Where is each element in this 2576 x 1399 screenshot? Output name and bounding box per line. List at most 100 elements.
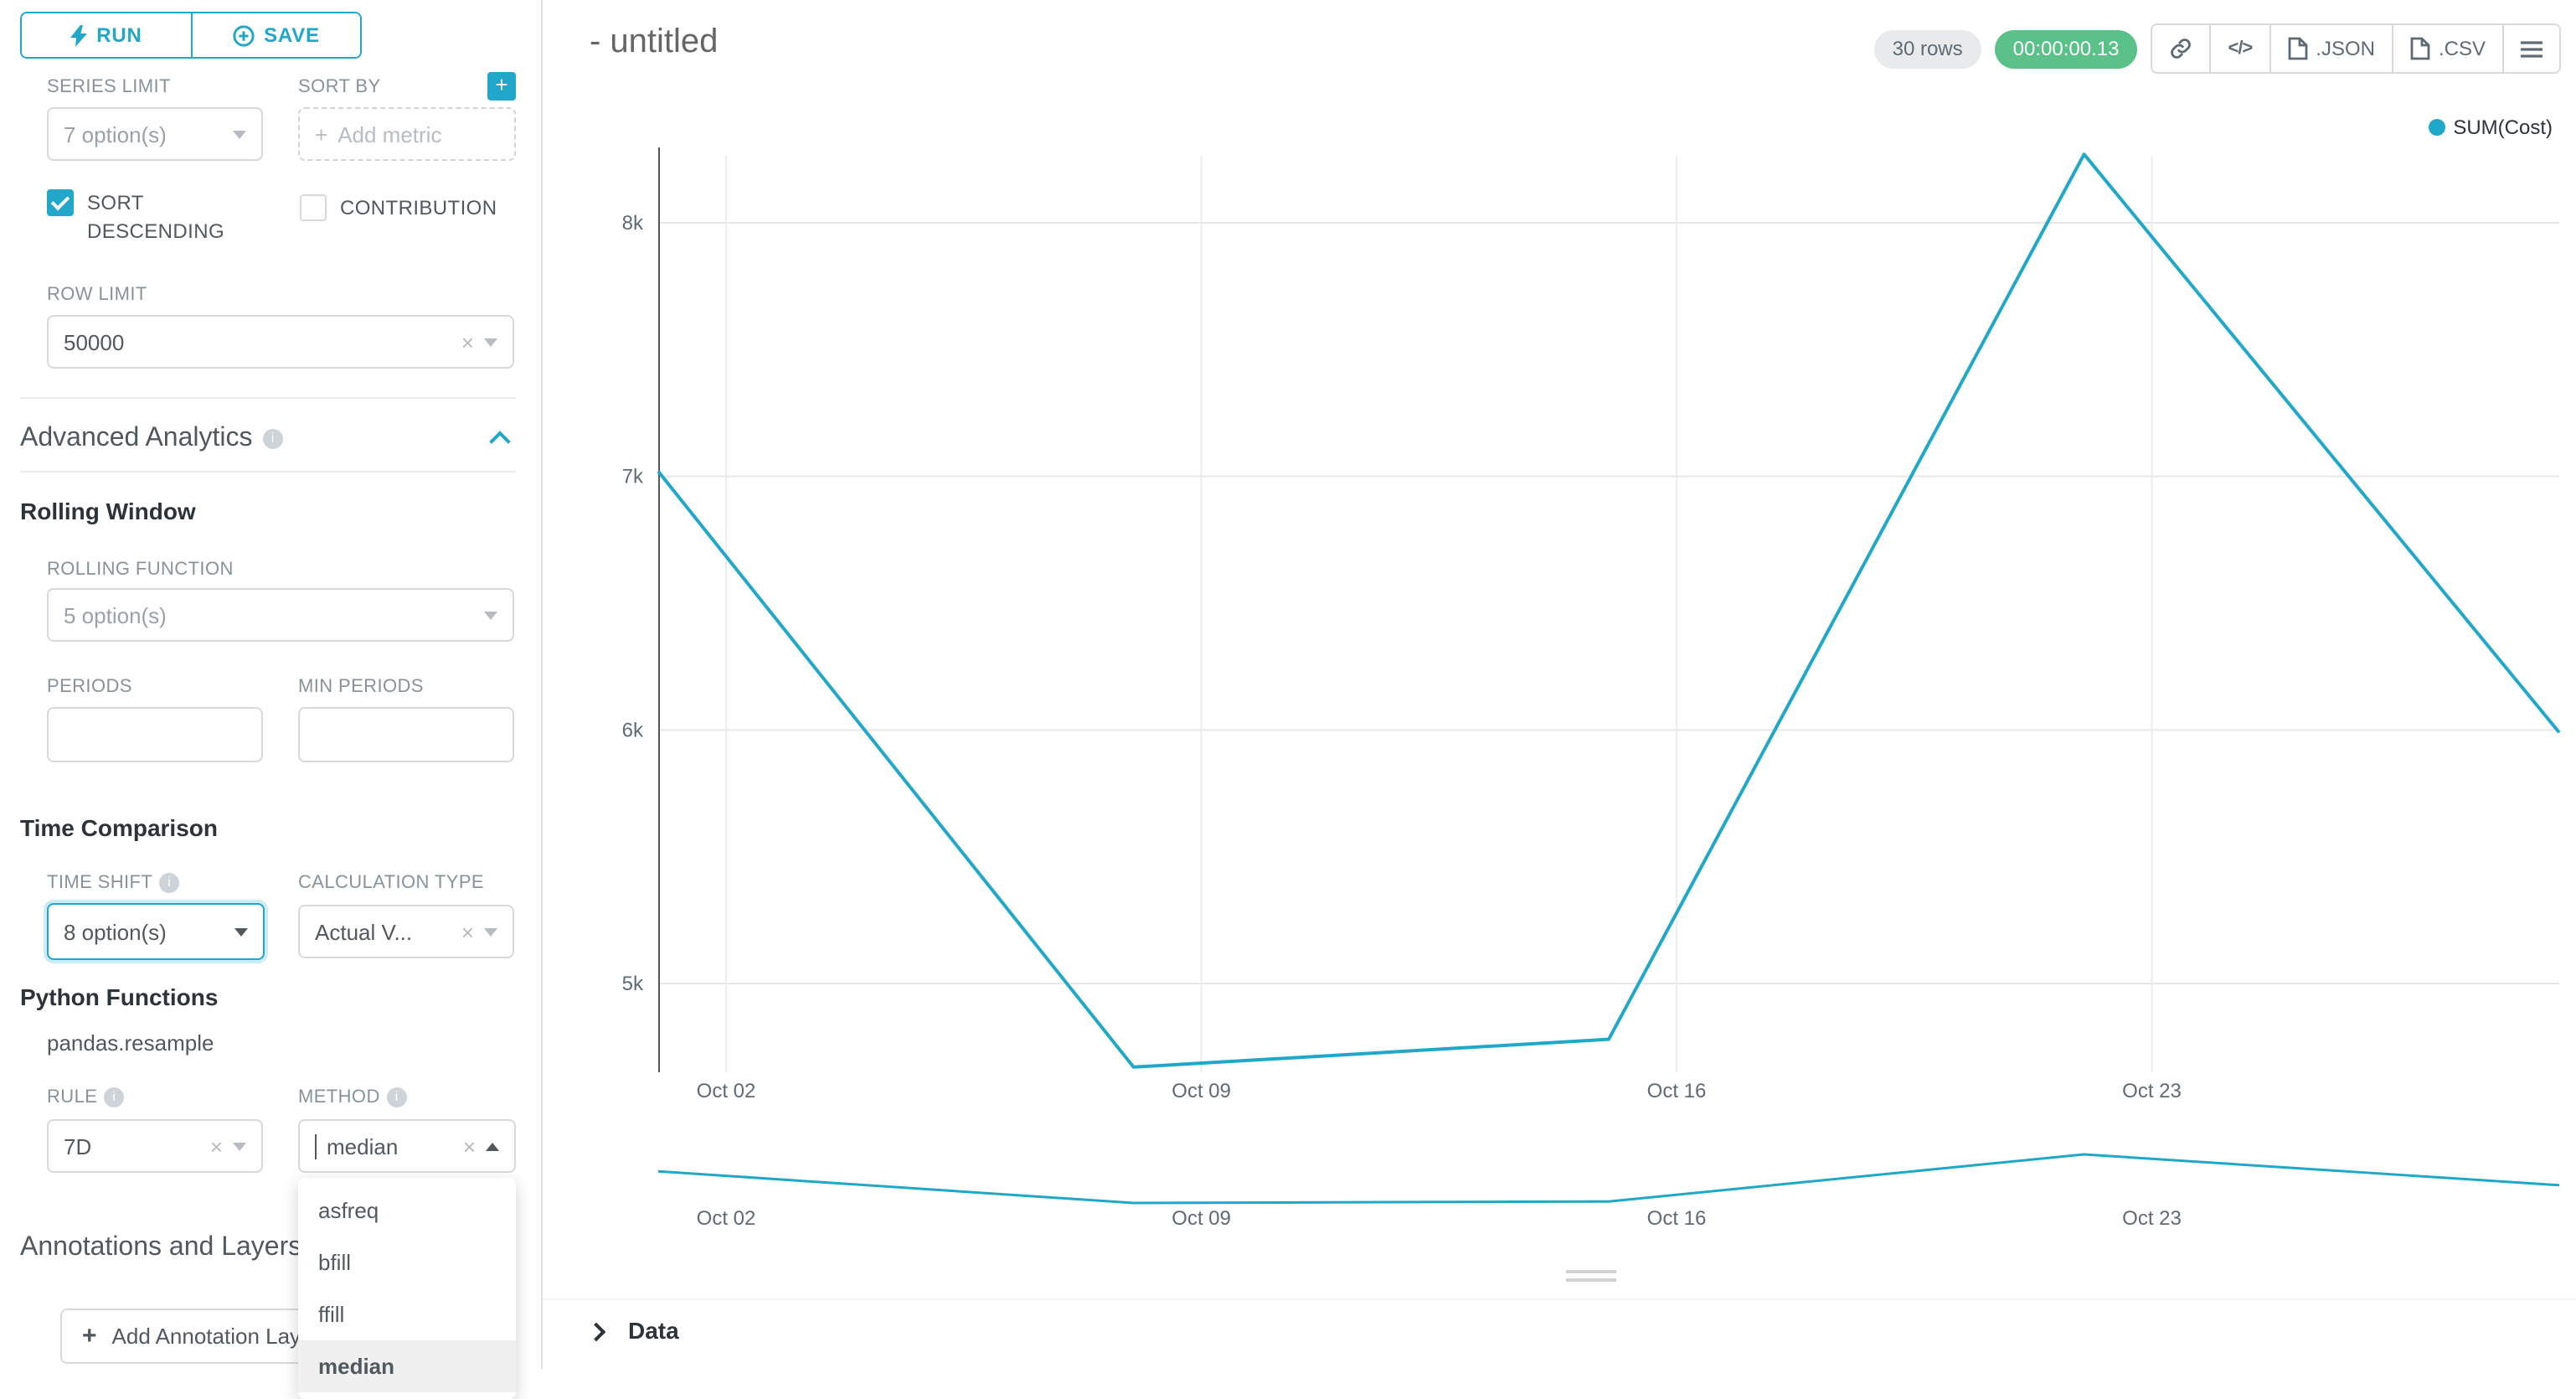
rule-select[interactable]: 7D ×: [47, 1119, 263, 1173]
clear-icon[interactable]: ×: [461, 919, 474, 944]
calculation-type-label: CALCULATION TYPE: [298, 873, 484, 893]
min-periods-label: MIN PERIODS: [298, 677, 424, 697]
y-axis-tick-label: 7k: [622, 466, 644, 488]
time-shift-select[interactable]: 8 option(s): [47, 903, 265, 960]
pandas-resample-label: pandas.resample: [47, 1030, 214, 1056]
run-button-label: RUN: [96, 23, 142, 47]
mini-x-axis-tick-label: Oct 23: [2122, 1207, 2182, 1230]
method-option-bfill[interactable]: bfill: [318, 1250, 352, 1275]
chart-menu-button[interactable]: [2504, 25, 2559, 72]
method-option-median[interactable]: median: [298, 1340, 516, 1392]
hamburger-icon: [2521, 40, 2543, 57]
collapse-chevron-up-icon[interactable]: [489, 431, 511, 452]
method-label: METHOD i: [298, 1087, 407, 1107]
export-json-label: .JSON: [2316, 37, 2375, 60]
caret-down-icon: [233, 1142, 246, 1150]
add-annotation-label: Add Annotation Layer: [111, 1324, 321, 1349]
rule-label: RULE i: [47, 1087, 125, 1107]
run-save-button-group: RUN SAVE: [20, 12, 362, 59]
line-chart: 8k 7k 6k 5k Oct 02 Oct 02 Oct 09 Oct 09 Oct 16 Oc…: [622, 147, 2561, 1230]
calculation-type-select[interactable]: Actual V... ×: [298, 905, 514, 958]
legend-label: SUM(Cost): [2453, 116, 2553, 139]
caret-down-icon: [234, 927, 248, 936]
time-shift-label: TIME SHIFT i: [47, 873, 180, 893]
lightning-icon: [70, 24, 87, 46]
data-panel-toggle[interactable]: Data: [586, 1317, 679, 1344]
x-axis-tick-label: Oct 09: [1172, 1080, 1231, 1102]
x-axis-tick-label: Oct 02: [697, 1080, 756, 1102]
annotations-title: Annotations and Layers: [20, 1233, 302, 1262]
save-button[interactable]: SAVE: [192, 13, 360, 57]
add-sort-metric-button[interactable]: +: [487, 72, 516, 101]
rule-value: 7D: [64, 1133, 92, 1159]
sort-descending-control: SORT DESCENDING: [47, 189, 251, 245]
plus-circle-icon: [232, 24, 254, 46]
method-option-asfreq[interactable]: asfreq: [318, 1198, 379, 1223]
file-icon: [2410, 37, 2430, 60]
caret-up-icon: [486, 1142, 499, 1150]
method-combobox[interactable]: median ×: [298, 1119, 516, 1173]
export-csv-label: .CSV: [2438, 37, 2486, 60]
time-shift-label-text: TIME SHIFT: [47, 873, 153, 893]
contribution-checkbox[interactable]: [300, 194, 327, 221]
section-divider: [20, 397, 516, 399]
section-divider: [20, 471, 516, 472]
text-cursor: [315, 1133, 317, 1159]
mini-x-axis-tick-label: Oct 02: [697, 1207, 756, 1230]
chart-title[interactable]: - untitled: [590, 23, 719, 60]
clear-icon[interactable]: ×: [462, 1133, 476, 1159]
y-axis-tick-label: 6k: [622, 719, 644, 741]
contribution-control: CONTRIBUTION: [300, 194, 497, 223]
row-limit-label: ROW LIMIT: [47, 285, 147, 305]
series-limit-select[interactable]: 7 option(s): [47, 107, 263, 161]
advanced-analytics-title: Advanced Analytics: [20, 424, 253, 452]
calculation-type-value: Actual V...: [315, 919, 413, 944]
sort-by-select[interactable]: + Add metric: [298, 107, 516, 161]
method-value: median: [327, 1133, 399, 1159]
mini-line-series: [657, 1153, 2560, 1205]
sort-descending-checkbox[interactable]: [47, 189, 74, 216]
panel-resize-handle[interactable]: [1544, 1265, 1638, 1287]
clear-icon[interactable]: ×: [209, 1133, 223, 1159]
method-option-ffill[interactable]: ffill: [318, 1302, 345, 1327]
rolling-function-value: 5 option(s): [64, 602, 167, 627]
clear-icon[interactable]: ×: [461, 329, 474, 354]
chevron-right-icon: [586, 1321, 606, 1341]
info-icon: i: [262, 429, 283, 449]
row-limit-select[interactable]: 50000 ×: [47, 315, 514, 369]
min-periods-input[interactable]: [298, 707, 514, 762]
periods-input[interactable]: [47, 707, 263, 762]
query-timer-badge: 00:00:00.13: [1994, 29, 2138, 68]
run-button[interactable]: RUN: [22, 13, 192, 57]
plus-icon: +: [315, 121, 328, 147]
export-csv-button[interactable]: .CSV: [2393, 25, 2504, 72]
link-icon: [2171, 39, 2192, 59]
main-line-series: [657, 152, 2561, 1069]
plus-icon: +: [82, 1322, 97, 1350]
sort-by-placeholder: Add metric: [337, 121, 442, 147]
export-button-group: </> .JSON .CSV: [2151, 23, 2561, 74]
periods-label: PERIODS: [47, 677, 132, 697]
file-icon: [2287, 37, 2307, 60]
copy-link-button[interactable]: [2152, 25, 2212, 72]
advanced-analytics-header[interactable]: Advanced Analytics i: [20, 424, 283, 454]
y-axis-tick-label: 5k: [622, 973, 644, 995]
rolling-function-label: ROLLING FUNCTION: [47, 560, 234, 580]
rolling-function-select[interactable]: 5 option(s): [47, 588, 514, 642]
export-json-button[interactable]: .JSON: [2270, 25, 2393, 72]
x-axis-tick-label: Oct 23: [2122, 1080, 2182, 1102]
mini-x-axis-tick-label: Oct 16: [1647, 1207, 1707, 1230]
data-panel-title: Data: [628, 1317, 679, 1344]
caret-down-icon: [233, 130, 246, 138]
row-limit-value: 50000: [64, 329, 125, 354]
caret-down-icon: [484, 611, 497, 619]
explore-app: RUN SAVE SERIES LIMIT SORT BY + 7 option…: [0, 0, 2576, 1369]
info-icon: i: [104, 1087, 125, 1107]
chart-legend[interactable]: SUM(Cost): [2428, 116, 2553, 139]
embed-code-button[interactable]: </>: [2211, 25, 2271, 72]
series-limit-value: 7 option(s): [64, 121, 167, 147]
annotations-header[interactable]: Annotations and Layers: [20, 1233, 301, 1263]
data-panel: Data: [543, 1298, 2576, 1369]
contribution-label: CONTRIBUTION: [340, 196, 497, 219]
time-shift-value: 8 option(s): [64, 919, 167, 944]
